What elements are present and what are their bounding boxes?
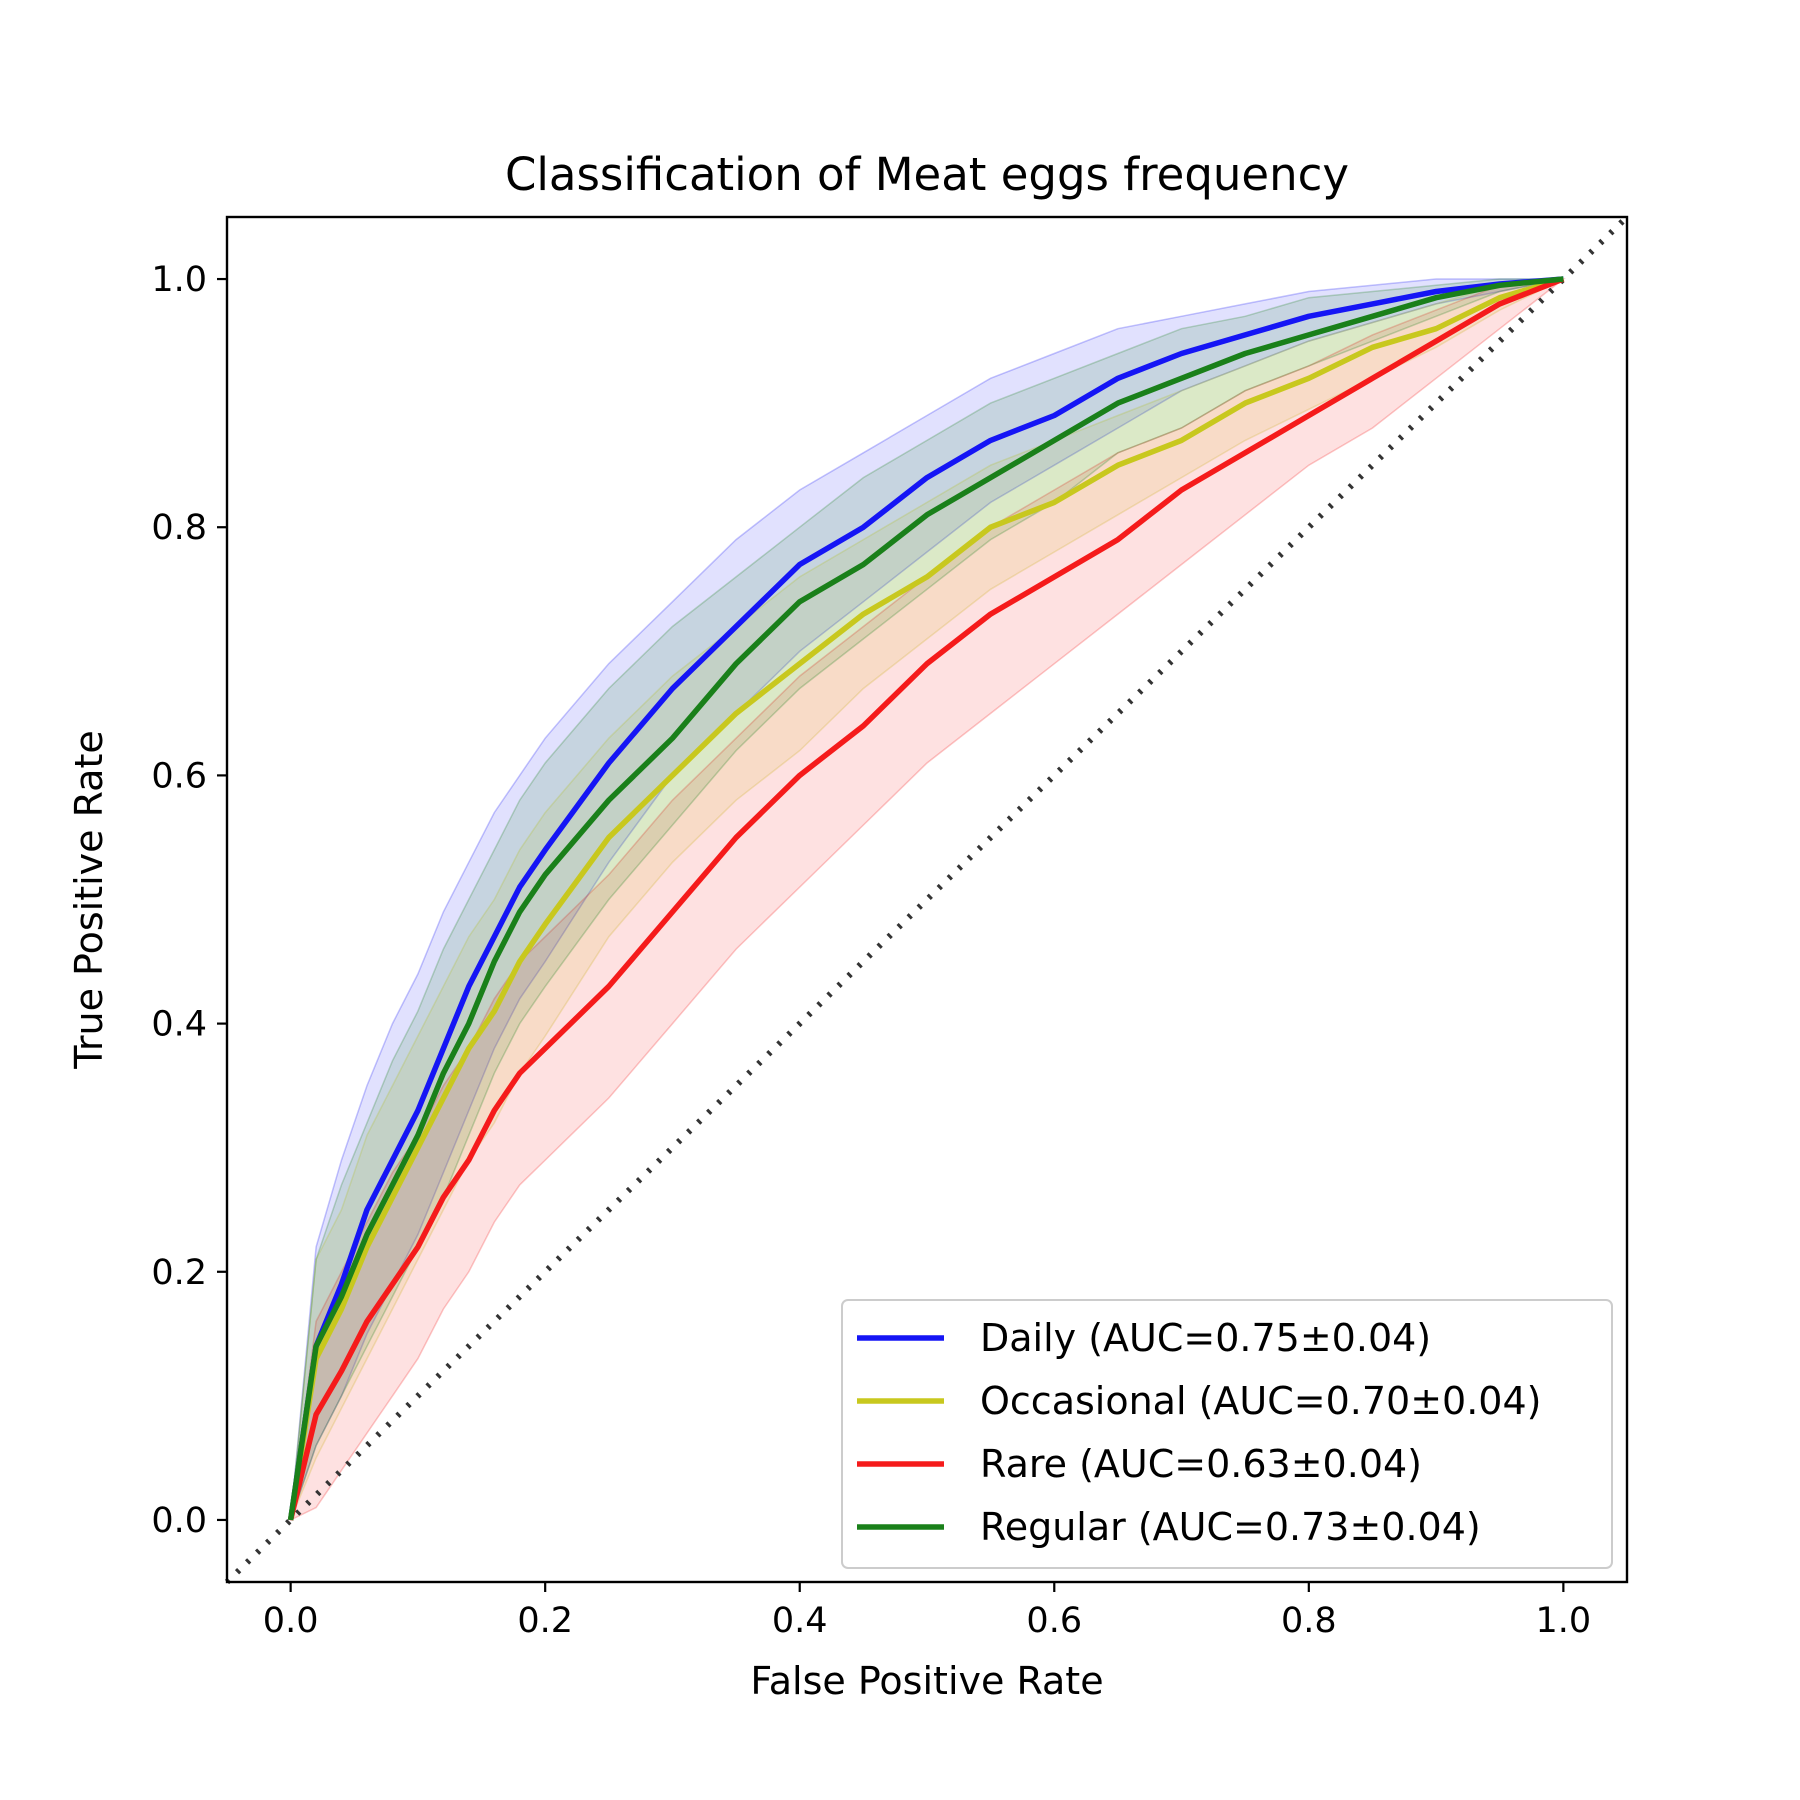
y-tick-label: 1.0 (151, 260, 207, 300)
x-axis-title: False Positive Rate (750, 1659, 1103, 1703)
legend: Daily (AUC=0.75±0.04) Occasional (AUC=0.7… (841, 1299, 1613, 1569)
roc-line-0 (287, 276, 1564, 1521)
legend-label: Regular (AUC=0.73±0.04) (980, 1505, 1481, 1549)
chart-title: Classification of Meat eggs frequency (505, 148, 1349, 201)
y-tick-label: 0.8 (151, 508, 207, 548)
x-tick-label: 0.4 (772, 1601, 828, 1641)
y-tick-label: 0.4 (151, 1005, 207, 1045)
plot-frame (225, 215, 1629, 1584)
roc-line-3 (287, 276, 1564, 1521)
x-tick-label: 0.0 (263, 1601, 319, 1641)
y-tick-label: 0.2 (151, 1253, 207, 1293)
legend-box (841, 1299, 1613, 1569)
roc-line-1 (287, 276, 1565, 1521)
y-axis-title: True Positive Rate (67, 730, 111, 1070)
y-tick-label: 0.6 (151, 756, 207, 796)
x-tick-label: 0.8 (1281, 1601, 1337, 1641)
legend-label: Daily (AUC=0.75±0.04) (980, 1316, 1431, 1360)
y-axis-ticks: 0.0 0.2 0.4 0.6 0.8 1.0 (151, 260, 227, 1541)
legend-label: Occasional (AUC=0.70±0.04) (980, 1379, 1541, 1423)
y-tick-label: 0.0 (151, 1501, 207, 1541)
roc-curves (287, 276, 1565, 1521)
legend-label: Rare (AUC=0.63±0.04) (980, 1442, 1422, 1486)
x-tick-label: 1.0 (1536, 1601, 1592, 1641)
x-tick-label: 0.6 (1026, 1601, 1082, 1641)
x-tick-label: 0.2 (517, 1601, 573, 1641)
x-axis-ticks: 0.0 0.2 0.4 0.6 0.8 1.0 (263, 1582, 1591, 1641)
roc-line-2 (287, 276, 1565, 1521)
